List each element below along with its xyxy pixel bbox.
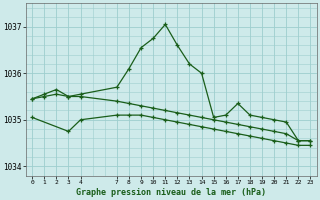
X-axis label: Graphe pression niveau de la mer (hPa): Graphe pression niveau de la mer (hPa) — [76, 188, 266, 197]
